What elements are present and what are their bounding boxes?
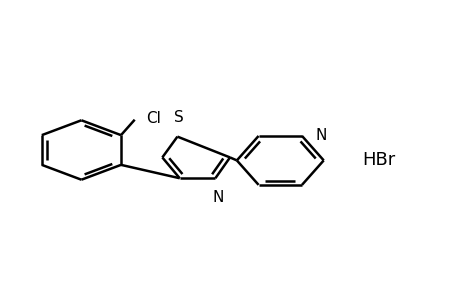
Text: S: S: [174, 110, 184, 125]
Text: N: N: [315, 128, 326, 143]
Text: N: N: [212, 190, 224, 205]
Text: HBr: HBr: [361, 152, 394, 169]
Text: Cl: Cl: [146, 111, 161, 126]
